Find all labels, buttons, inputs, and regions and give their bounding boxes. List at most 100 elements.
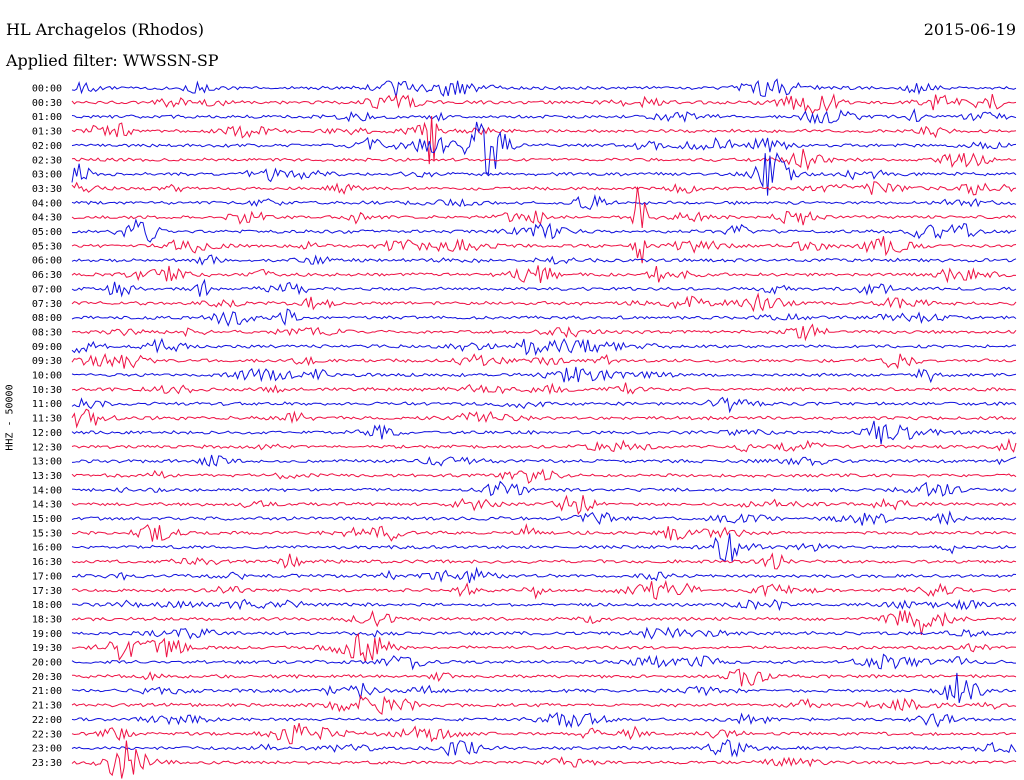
time-label: 18:00 bbox=[32, 600, 62, 611]
trace-line bbox=[71, 609, 1017, 636]
time-label: 19:00 bbox=[32, 629, 62, 640]
time-label: 11:00 bbox=[32, 399, 62, 410]
trace-line bbox=[71, 480, 1017, 497]
trace-line bbox=[71, 236, 1017, 264]
time-label: 16:00 bbox=[32, 543, 62, 554]
trace-line bbox=[71, 711, 1017, 729]
trace-line bbox=[71, 148, 1017, 171]
time-label: 01:00 bbox=[32, 112, 62, 123]
time-label: 18:30 bbox=[32, 614, 62, 625]
trace-line bbox=[71, 186, 1017, 229]
filter-value: WWSSN-SP bbox=[122, 51, 219, 70]
trace-line bbox=[71, 194, 1017, 210]
trace-line bbox=[71, 396, 1017, 414]
trace-line bbox=[71, 408, 1017, 429]
trace-line bbox=[71, 468, 1017, 484]
time-label: 12:30 bbox=[32, 442, 62, 453]
time-label: 22:30 bbox=[32, 729, 62, 740]
time-label: 17:30 bbox=[32, 586, 62, 597]
trace-line bbox=[71, 672, 1017, 704]
time-label: 02:00 bbox=[32, 141, 62, 152]
trace-line bbox=[71, 352, 1017, 370]
time-label: 08:00 bbox=[32, 313, 62, 324]
time-label: 21:00 bbox=[32, 686, 62, 697]
time-label: 05:00 bbox=[32, 227, 62, 238]
time-label: 19:30 bbox=[32, 643, 62, 654]
trace-line bbox=[71, 668, 1017, 687]
time-label: 09:00 bbox=[32, 342, 62, 353]
time-label: 16:30 bbox=[32, 557, 62, 568]
time-label: 06:30 bbox=[32, 270, 62, 281]
trace-line bbox=[71, 218, 1017, 243]
trace-line bbox=[71, 108, 1017, 125]
time-label: 03:30 bbox=[32, 184, 62, 195]
time-label: 05:30 bbox=[32, 241, 62, 252]
time-label: 09:30 bbox=[32, 356, 62, 367]
time-label: 10:30 bbox=[32, 385, 62, 396]
time-label: 14:30 bbox=[32, 500, 62, 511]
time-label: 00:30 bbox=[32, 98, 62, 109]
time-label: 02:30 bbox=[32, 155, 62, 166]
time-label: 15:30 bbox=[32, 528, 62, 539]
time-label: 17:00 bbox=[32, 571, 62, 582]
trace-line bbox=[71, 722, 1017, 745]
time-label: 06:00 bbox=[32, 256, 62, 267]
time-label: 03:00 bbox=[32, 170, 62, 181]
trace-line bbox=[71, 323, 1017, 342]
trace-line bbox=[71, 632, 1017, 663]
time-label: 00:00 bbox=[32, 84, 62, 95]
trace-line bbox=[71, 152, 1017, 196]
filter-line: Applied filter: WWSSN-SP bbox=[6, 51, 219, 70]
time-label: 04:30 bbox=[32, 213, 62, 224]
time-label: 11:30 bbox=[32, 414, 62, 425]
trace-line bbox=[71, 533, 1017, 563]
trace-line bbox=[71, 510, 1017, 526]
trace-line bbox=[71, 566, 1017, 584]
time-label: 13:00 bbox=[32, 457, 62, 468]
trace-line bbox=[71, 437, 1017, 453]
time-label: 20:30 bbox=[32, 672, 62, 683]
time-label: 23:00 bbox=[32, 744, 62, 755]
time-label: 15:00 bbox=[32, 514, 62, 525]
trace-line bbox=[71, 366, 1017, 384]
time-label: 07:30 bbox=[32, 299, 62, 310]
trace-line bbox=[71, 181, 1017, 196]
time-label: 07:00 bbox=[32, 284, 62, 295]
time-label: 13:30 bbox=[32, 471, 62, 482]
trace-line bbox=[71, 337, 1017, 357]
trace-line bbox=[71, 121, 1017, 176]
filter-label: Applied filter: bbox=[6, 51, 118, 70]
trace-line bbox=[71, 382, 1017, 395]
trace-line bbox=[71, 115, 1017, 165]
trace-line bbox=[71, 740, 1017, 779]
time-label: 12:00 bbox=[32, 428, 62, 439]
trace-line bbox=[71, 254, 1017, 266]
trace-line bbox=[71, 454, 1017, 467]
station-title: HL Archagelos (Rhodos) bbox=[6, 20, 204, 39]
time-label: 10:00 bbox=[32, 371, 62, 382]
trace-line bbox=[71, 265, 1017, 284]
time-label: 21:30 bbox=[32, 701, 62, 712]
time-label: 01:30 bbox=[32, 127, 62, 138]
trace-line bbox=[71, 523, 1017, 542]
trace-line bbox=[71, 494, 1017, 516]
trace-line bbox=[71, 308, 1017, 327]
time-label: 22:00 bbox=[32, 715, 62, 726]
trace-line bbox=[71, 93, 1017, 115]
trace-line bbox=[71, 78, 1017, 98]
trace-line bbox=[71, 292, 1017, 313]
trace-line bbox=[71, 579, 1016, 600]
trace-line bbox=[71, 420, 1017, 445]
trace-line bbox=[71, 694, 1017, 716]
date-label: 2015-06-19 bbox=[923, 20, 1016, 39]
time-label: 14:00 bbox=[32, 485, 62, 496]
trace-line bbox=[71, 739, 1017, 758]
time-label: 23:30 bbox=[32, 758, 62, 769]
trace-line bbox=[71, 552, 1017, 570]
time-label: 08:30 bbox=[32, 327, 62, 338]
time-label: 04:00 bbox=[32, 198, 62, 209]
time-label: 20:00 bbox=[32, 658, 62, 669]
trace-line bbox=[71, 598, 1017, 612]
trace-line bbox=[71, 626, 1017, 640]
